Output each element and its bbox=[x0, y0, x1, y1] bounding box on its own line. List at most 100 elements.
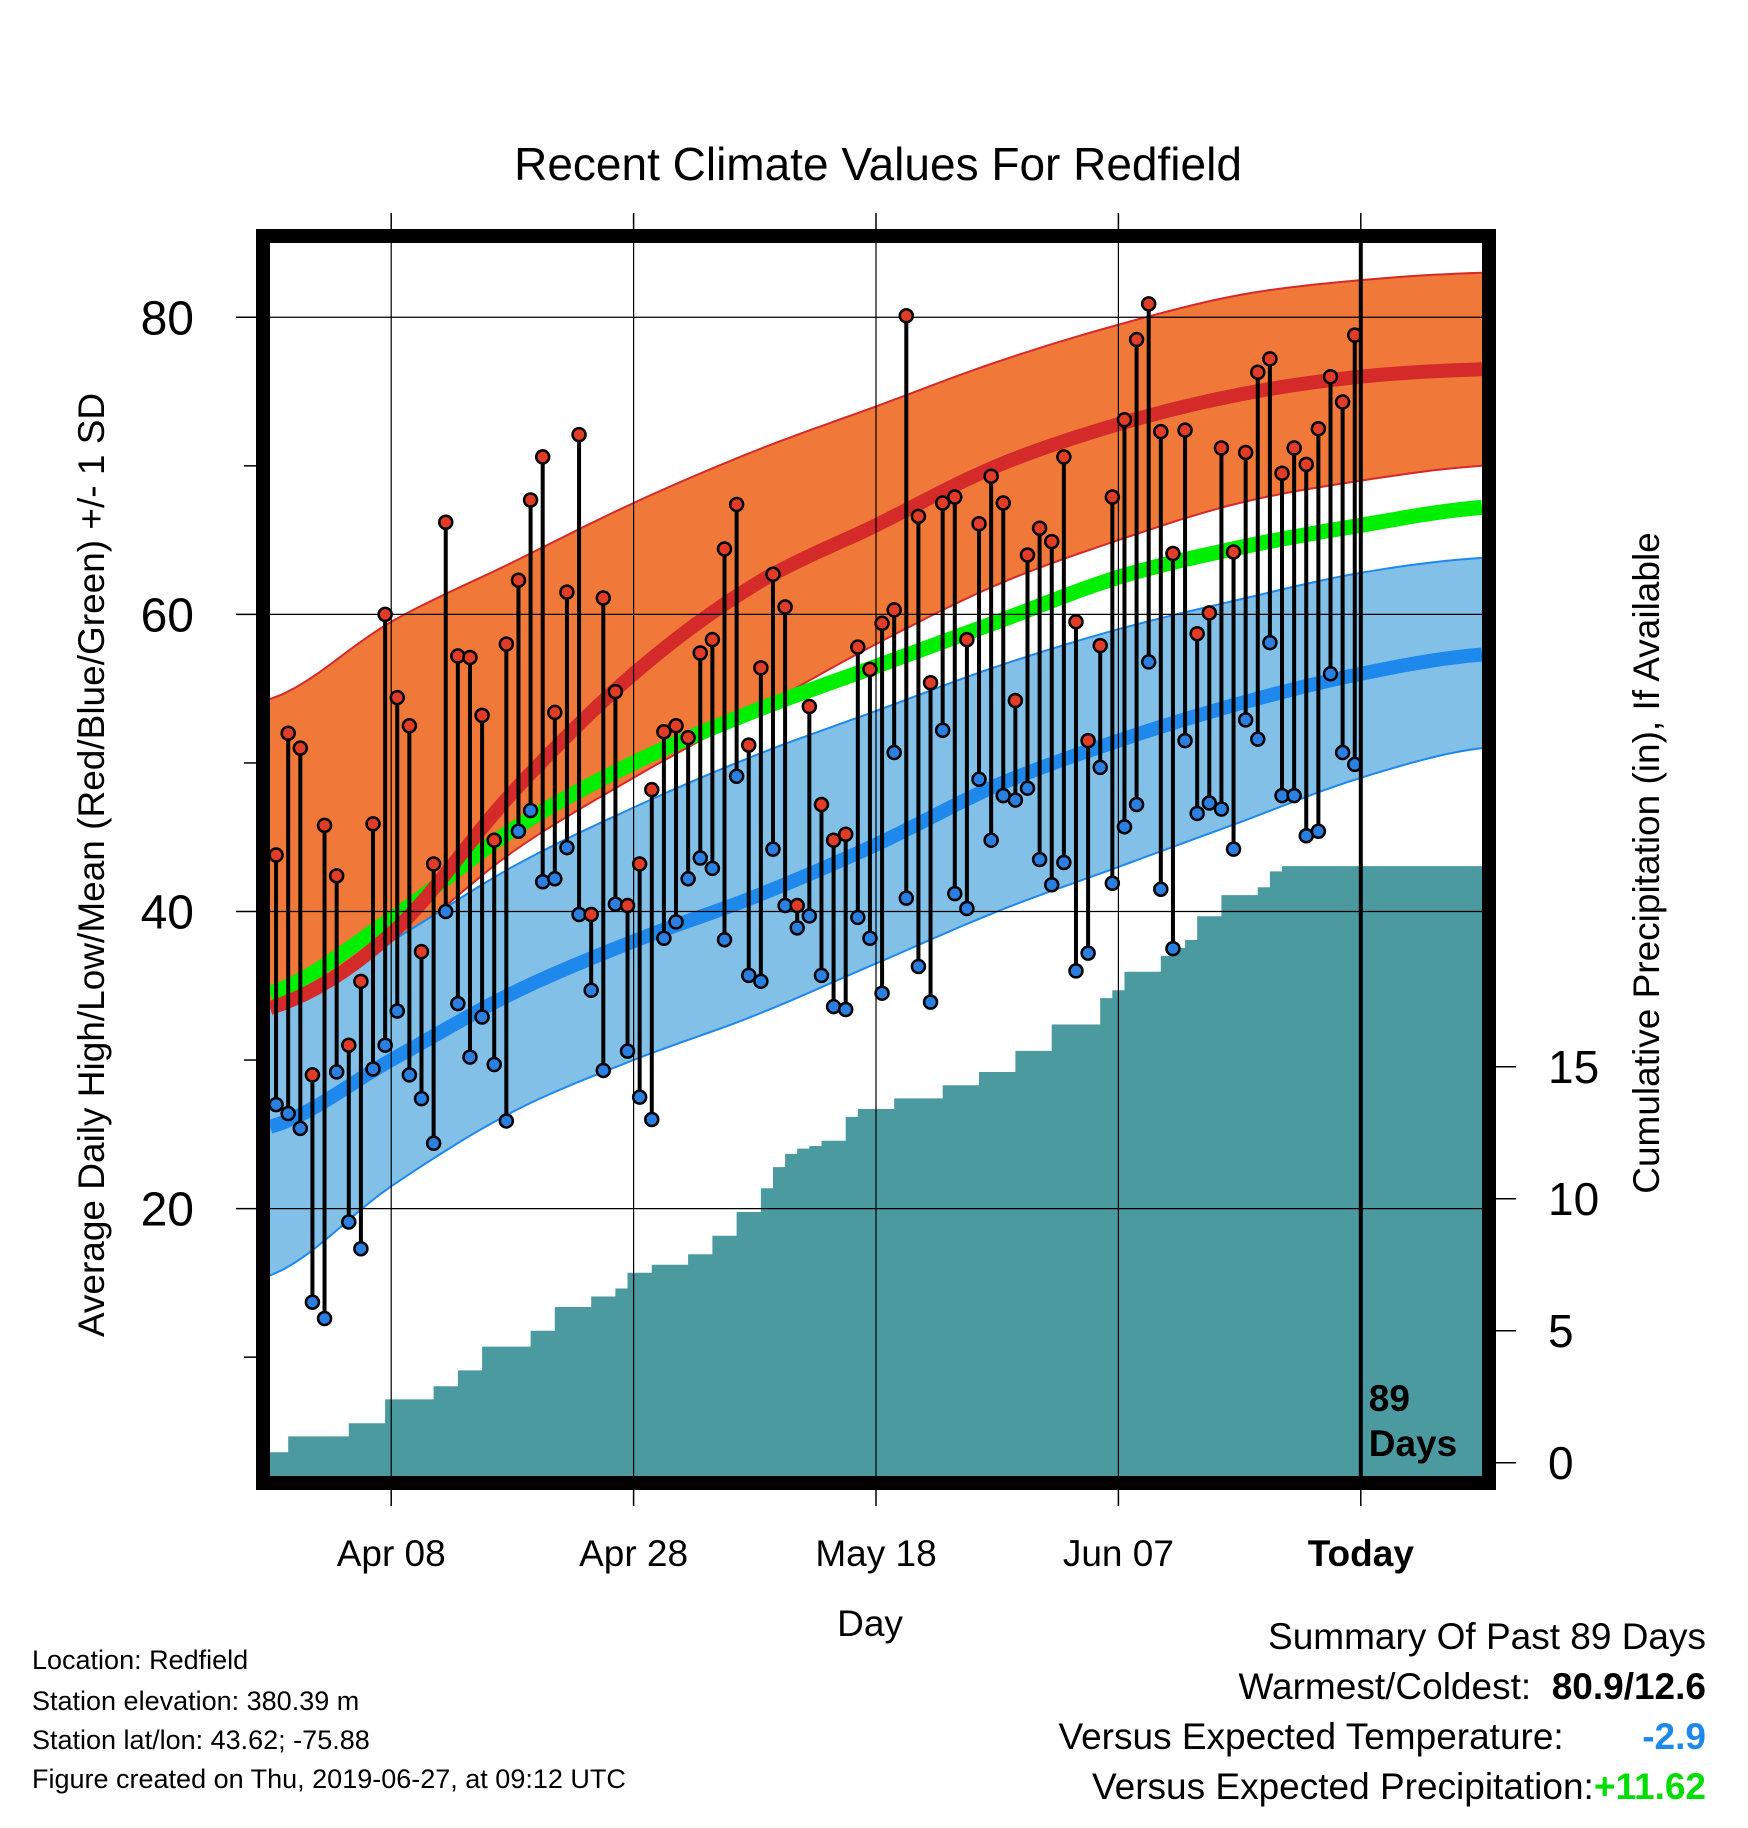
daily-high-point bbox=[1165, 545, 1181, 562]
daily-high-point bbox=[486, 832, 502, 848]
daily-low-point bbox=[437, 903, 454, 920]
daily-high-point bbox=[510, 572, 527, 588]
daily-high-point bbox=[1116, 412, 1133, 428]
daily-high-point bbox=[1225, 544, 1242, 560]
daily-high-point bbox=[595, 590, 612, 606]
daily-low-point bbox=[583, 982, 599, 998]
x-tick-label: Apr 28 bbox=[579, 1533, 688, 1574]
daily-low-point bbox=[425, 1135, 442, 1151]
daily-low-point bbox=[619, 1043, 636, 1059]
daily-high-point bbox=[1128, 331, 1145, 348]
daily-low-point bbox=[1056, 854, 1072, 871]
daily-low-point bbox=[813, 967, 830, 984]
daily-high-point bbox=[1189, 625, 1205, 642]
y-tick-label: 20 bbox=[141, 1184, 194, 1237]
daily-high-point bbox=[607, 683, 624, 700]
daily-low-point bbox=[1104, 875, 1121, 892]
x-axis-label: Day bbox=[837, 1603, 903, 1644]
y-tick-label: 60 bbox=[141, 589, 194, 642]
warmest-coldest-value: 80.9/12.6 bbox=[1551, 1666, 1706, 1707]
daily-high-point bbox=[1007, 692, 1024, 709]
daily-low-point bbox=[971, 771, 987, 788]
daily-low-point bbox=[631, 1089, 648, 1105]
daily-low-point bbox=[886, 744, 902, 761]
x-tick-label: Today bbox=[1308, 1533, 1415, 1574]
daily-low-point bbox=[1007, 792, 1024, 808]
daily-high-point bbox=[1104, 489, 1121, 505]
daily-low-point bbox=[1080, 945, 1096, 961]
daily-high-point bbox=[437, 514, 454, 531]
daily-high-point bbox=[971, 516, 987, 532]
daily-high-point bbox=[389, 689, 406, 706]
daily-high-point bbox=[995, 495, 1012, 511]
daily-high-point bbox=[644, 781, 660, 798]
daily-low-point bbox=[1262, 634, 1278, 651]
daily-high-point bbox=[304, 1067, 321, 1083]
daily-low-point bbox=[1031, 851, 1048, 868]
daily-high-point bbox=[716, 541, 733, 557]
daily-low-point bbox=[1092, 759, 1108, 776]
daily-high-point bbox=[425, 856, 442, 872]
daily-high-point bbox=[1201, 605, 1218, 621]
daily-low-point bbox=[801, 908, 818, 924]
daily-high-point bbox=[1322, 368, 1339, 385]
daily-low-point bbox=[304, 1294, 321, 1310]
daily-low-point bbox=[316, 1310, 333, 1327]
daily-high-point bbox=[401, 718, 418, 734]
daily-high-point bbox=[874, 615, 890, 632]
daily-high-point bbox=[559, 584, 575, 600]
y2-tick-label: 10 bbox=[1548, 1173, 1599, 1225]
summary-precip-row: Versus Expected Precipitation:+11.62 bbox=[1092, 1766, 1706, 1808]
y2-tick-label: 0 bbox=[1548, 1437, 1574, 1489]
today-days-count: 89 bbox=[1369, 1378, 1410, 1419]
daily-low-point bbox=[983, 832, 999, 848]
precip-label: Versus Expected Precipitation: bbox=[1092, 1766, 1594, 1807]
daily-high-point bbox=[1250, 364, 1266, 380]
daily-high-point bbox=[959, 631, 975, 648]
precip-value: +11.62 bbox=[1593, 1766, 1706, 1807]
daily-high-point bbox=[631, 856, 648, 872]
daily-low-point bbox=[341, 1214, 357, 1230]
daily-high-point bbox=[862, 661, 878, 678]
daily-low-point bbox=[280, 1105, 296, 1122]
daily-high-point bbox=[680, 729, 696, 746]
y2-tick-label: 15 bbox=[1548, 1041, 1599, 1093]
daily-high-point bbox=[813, 796, 830, 813]
daily-low-point bbox=[1165, 940, 1181, 957]
daily-low-point bbox=[959, 900, 975, 917]
daily-low-point bbox=[486, 1056, 502, 1073]
daily-high-point bbox=[462, 649, 478, 666]
daily-low-point bbox=[644, 1111, 660, 1128]
daily-high-point bbox=[753, 660, 769, 676]
daily-high-point bbox=[922, 674, 939, 691]
chart-title: Recent Climate Values For Redfield bbox=[514, 138, 1242, 190]
daily-high-point bbox=[934, 495, 951, 511]
daily-low-point bbox=[498, 1113, 515, 1129]
daily-low-point bbox=[1213, 801, 1230, 817]
daily-high-point bbox=[898, 308, 915, 324]
daily-high-point bbox=[571, 426, 587, 443]
daily-low-point bbox=[898, 890, 915, 906]
daily-high-point bbox=[292, 740, 309, 756]
plot-frame bbox=[256, 229, 1496, 1490]
daily-high-point bbox=[377, 606, 393, 623]
daily-low-point bbox=[328, 1064, 345, 1080]
daily-low-point bbox=[1128, 796, 1145, 813]
daily-low-point bbox=[522, 802, 539, 819]
daily-high-point bbox=[474, 707, 490, 724]
daily-low-point bbox=[668, 914, 684, 930]
daily-high-point bbox=[353, 973, 369, 990]
daily-low-point bbox=[292, 1120, 309, 1137]
daily-high-point bbox=[728, 496, 745, 513]
x-tick-label: Jun 07 bbox=[1063, 1533, 1174, 1574]
temp-label: Versus Expected Temperature: bbox=[1058, 1716, 1564, 1757]
daily-low-point bbox=[559, 839, 575, 856]
daily-high-point bbox=[1298, 456, 1315, 473]
y-axis-label: Average Daily High/Low/Mean (Red/Blue/Gr… bbox=[71, 393, 112, 1337]
daily-high-point bbox=[656, 723, 672, 740]
daily-low-point bbox=[1043, 877, 1060, 893]
daily-low-point bbox=[474, 1009, 490, 1025]
daily-high-point bbox=[522, 492, 539, 508]
daily-low-point bbox=[850, 909, 866, 926]
